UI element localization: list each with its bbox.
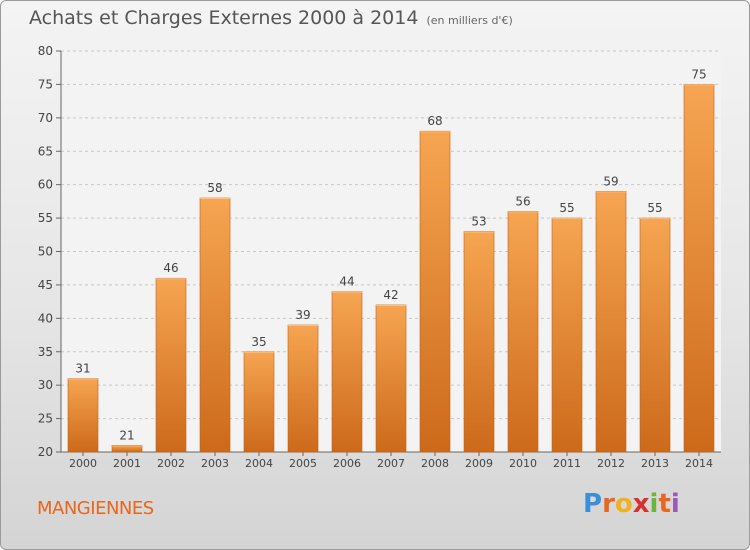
- value-label-2005: 39: [295, 308, 310, 322]
- x-tick-label-2005: 2005: [289, 457, 317, 470]
- value-label-2009: 53: [471, 214, 486, 228]
- value-label-2008: 68: [427, 114, 442, 128]
- chart-title-text: Achats et Charges Externes 2000 à 2014: [29, 7, 419, 29]
- logo-letter: x: [632, 489, 650, 519]
- value-label-2010: 56: [515, 194, 530, 208]
- y-tick-label: 60: [38, 178, 53, 192]
- y-tick-label: 55: [38, 211, 53, 225]
- logo-letter: r: [602, 489, 615, 519]
- x-tick-label-2009: 2009: [465, 457, 493, 470]
- y-tick-label: 20: [38, 445, 53, 459]
- bar-2007: [375, 304, 407, 453]
- data-labels: 31 21 46 58 35 39 44 42 68 53 56 55 59 55 75: [75, 67, 706, 442]
- y-tick-label: 65: [38, 144, 53, 158]
- logo-letter: i: [670, 489, 680, 519]
- value-label-2002: 46: [163, 261, 178, 275]
- value-label-2007: 42: [383, 288, 398, 302]
- x-tick-label-2004: 2004: [245, 457, 273, 470]
- x-tick-label-2012: 2012: [597, 457, 625, 470]
- y-tick-label: 70: [38, 111, 53, 125]
- value-label-2003: 58: [207, 181, 222, 195]
- x-tick-label-2006: 2006: [333, 457, 361, 470]
- logo-letter: t: [658, 489, 671, 519]
- x-tick-label-2007: 2007: [377, 457, 405, 470]
- value-label-2006: 44: [339, 275, 354, 289]
- logo-letter: P: [583, 489, 603, 519]
- value-label-2000: 31: [75, 361, 90, 375]
- bar-2000: [67, 378, 99, 453]
- logo-letter: i: [649, 489, 659, 519]
- bar-2009: [463, 231, 495, 453]
- x-tick-label-2000: 2000: [69, 457, 97, 470]
- value-label-2013: 55: [647, 201, 662, 215]
- y-tick-label: 40: [38, 311, 53, 325]
- logo-letter: o: [614, 489, 633, 519]
- bar-2004: [243, 351, 275, 453]
- x-tick-label-2001: 2001: [113, 457, 141, 470]
- y-tick-label: 30: [38, 378, 53, 392]
- x-tick-label-2010: 2010: [509, 457, 537, 470]
- bar-2008: [419, 130, 451, 453]
- value-label-2001: 21: [119, 428, 134, 442]
- value-label-2014: 75: [691, 67, 706, 81]
- y-tick-label: 25: [38, 412, 53, 426]
- x-tick-label-2002: 2002: [157, 457, 185, 470]
- y-tick-label: 35: [38, 345, 53, 359]
- y-tick-label: 45: [38, 278, 53, 292]
- bar-2010: [507, 211, 539, 453]
- proxiti-logo: Proxiti: [583, 489, 680, 519]
- bar-2006: [331, 291, 363, 453]
- commune-name: MANGIENNES: [37, 498, 154, 519]
- bars: [67, 84, 715, 453]
- axes: 20 25 30 35 40 45 50 55 60 65 70 75 80 2000 2001 2002 20…: [38, 44, 721, 470]
- bar-2013: [639, 217, 671, 453]
- y-tick-label: 50: [38, 245, 53, 259]
- bar-2011: [551, 217, 583, 453]
- y-tick-label: 80: [38, 44, 53, 58]
- bar-2003: [199, 197, 231, 453]
- x-tick-label-2003: 2003: [201, 457, 229, 470]
- x-tick-label-2013: 2013: [641, 457, 669, 470]
- value-label-2011: 55: [559, 201, 574, 215]
- x-tick-label-2008: 2008: [421, 457, 449, 470]
- bar-2012: [595, 191, 627, 453]
- value-label-2012: 59: [603, 174, 618, 188]
- x-tick-label-2011: 2011: [553, 457, 581, 470]
- bar-2002: [155, 277, 187, 453]
- chart-subtitle: (en milliers d'€): [426, 14, 513, 27]
- x-tick-label-2014: 2014: [685, 457, 713, 470]
- bar-2001: [111, 445, 143, 453]
- bar-2005: [287, 324, 319, 453]
- y-tick-label: 75: [38, 77, 53, 91]
- bar-2014: [683, 84, 715, 453]
- value-label-2004: 35: [251, 335, 266, 349]
- chart-title: Achats et Charges Externes 2000 à 2014 (e…: [29, 7, 513, 29]
